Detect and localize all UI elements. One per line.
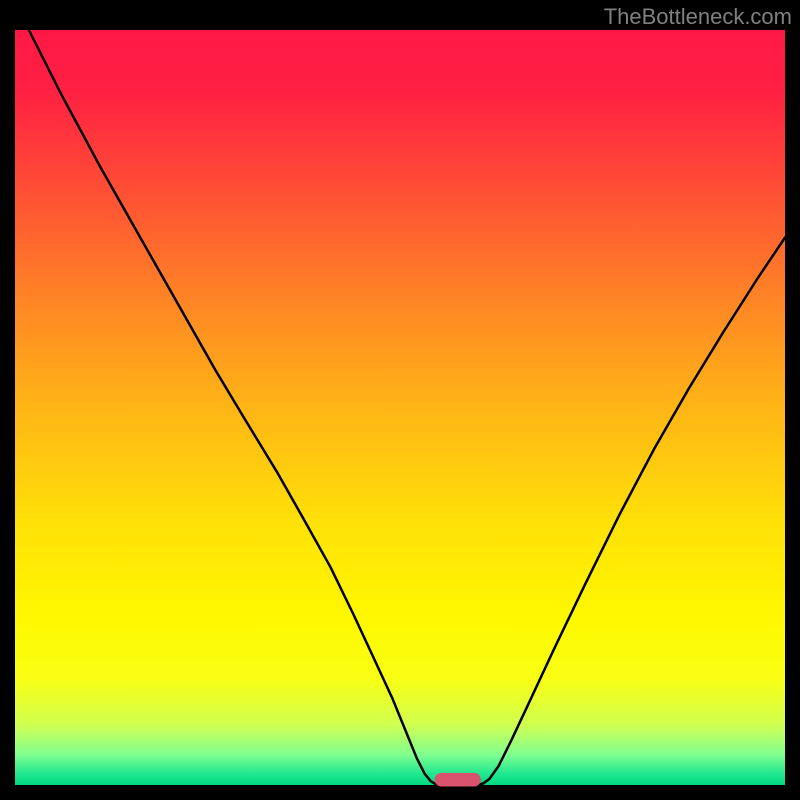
chart-svg (0, 0, 800, 800)
optimal-marker (435, 773, 481, 787)
bottleneck-chart: TheBottleneck.com (0, 0, 800, 800)
chart-plot-area (15, 30, 785, 785)
watermark-text: TheBottleneck.com (604, 4, 792, 30)
